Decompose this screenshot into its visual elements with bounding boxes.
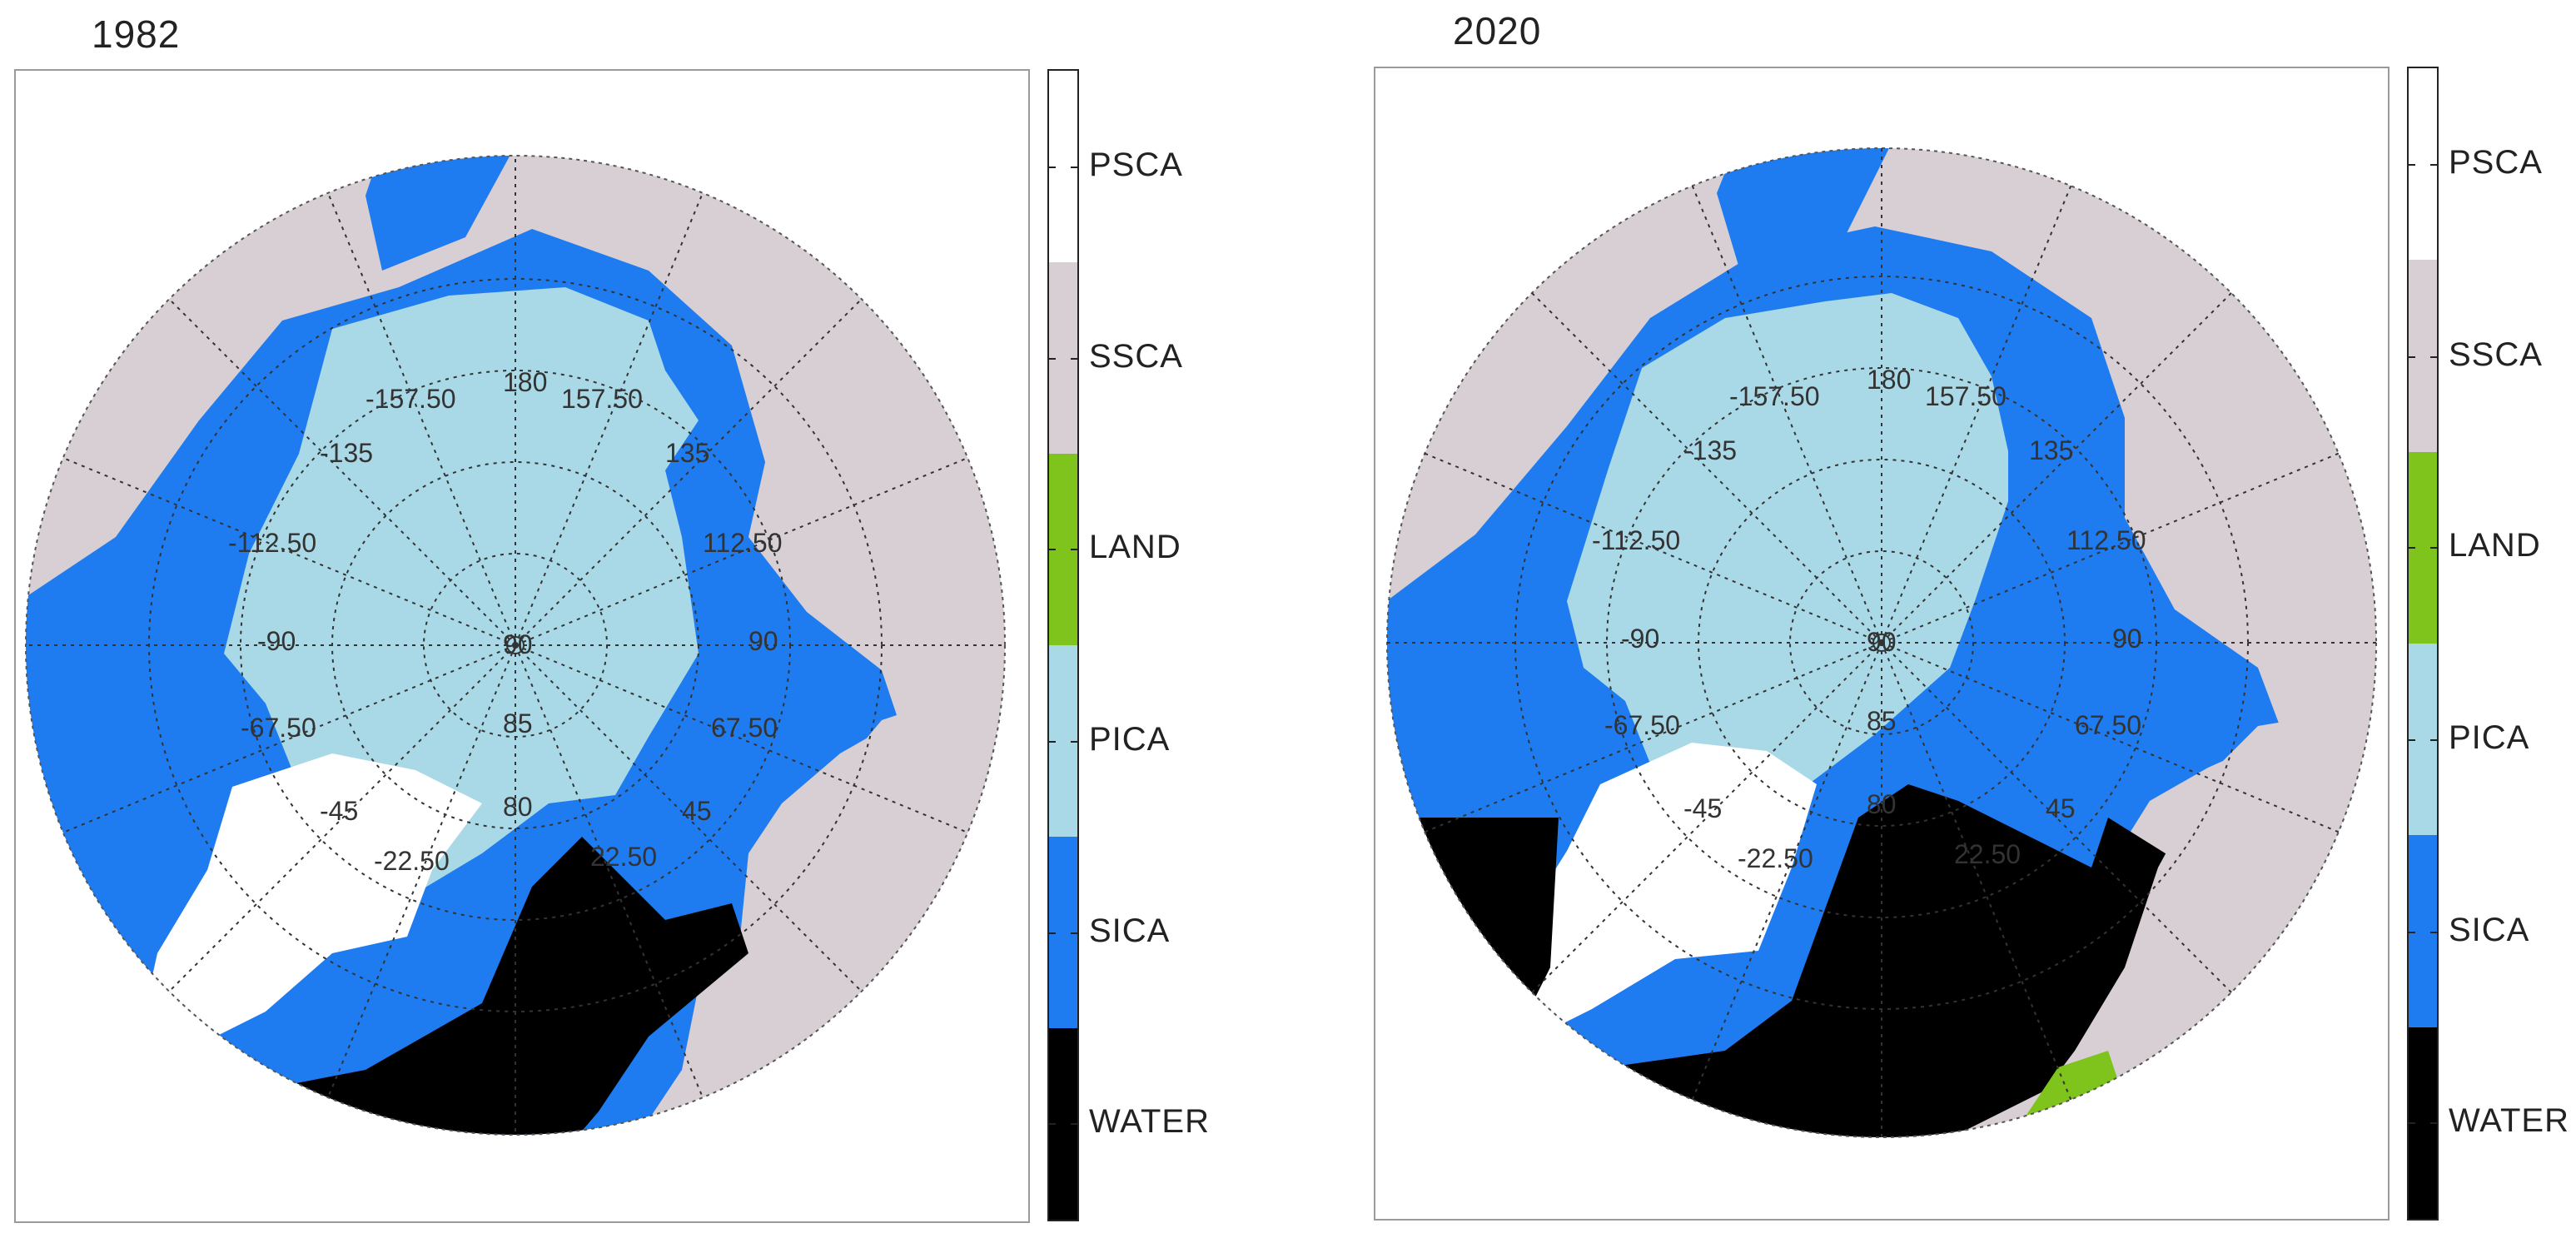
grid-label-neg-157-50: -157.50 [366,384,456,414]
cb-label-pica: PICA [1089,720,1171,758]
lat-label-90: 90 [503,629,533,659]
grid-label-22-50: 22.50 [590,842,657,872]
grid-label-135: 135 [2029,435,2073,465]
pole-marker [506,636,525,654]
grid-label-neg-112-50: -112.50 [1592,525,1680,555]
lat-label-85: 85 [503,709,533,738]
grid-label-neg-90: -90 [1621,624,1659,654]
meridian-line [515,298,863,646]
grid-label-180: 180 [1867,365,1911,395]
grid-label-112-50: 112.50 [703,528,783,558]
meridian-line [168,644,516,992]
cb-label-pica: PICA [2449,718,2530,756]
grid-label-67-50: 67.50 [2075,710,2141,740]
grid-label-90: 90 [2112,624,2142,654]
sica-north-strait [366,156,532,271]
pica-region [1567,293,2008,834]
panel-title-1982: 1982 [92,12,181,56]
water-north [1850,68,1942,100]
grid-label-157-50: 157.50 [561,384,643,414]
ssca-east-land [599,704,998,1135]
grid-label-neg-45: -45 [320,796,358,826]
grid-label-22-50: 22.50 [1954,839,2021,869]
map-2020: 180 157.50 -157.50 135 -135 112.50 -112.… [1374,67,2390,1221]
grid-label-67-50: 67.50 [711,713,778,743]
colorbar-2020: PSCA SSCA LAND PICA SICA WATER [2407,67,2569,1221]
cb-sica [2409,835,2437,1027]
meridian-line [62,457,516,646]
grid-label-157-50: 157.50 [1925,381,2007,411]
psca-greenland [1500,743,1817,1042]
land-patch-north [1592,148,1625,164]
cb-label-water: WATER [2449,1101,2569,1139]
grid-label-neg-45: -45 [1683,793,1722,823]
map-1982: 180 157.50 -157.50 135 -135 112.50 -112.… [14,69,1030,1223]
pole-marker [1872,634,1891,652]
meridian-line [327,192,516,646]
meridian-line [327,644,516,1098]
meridian-line [515,192,704,646]
grid-label-neg-135: -135 [320,438,373,468]
lat-label-90: 90 [1867,627,1897,657]
longitude-grid [26,156,1005,1135]
cb-ssca [2409,260,2437,452]
grid-label-neg-22-50: -22.50 [374,846,450,876]
pica-region [224,287,699,903]
meridian-line [515,644,863,992]
grid-labels-right: 180 157.50 -157.50 135 -135 112.50 -112.… [1592,365,2146,873]
cb-label-psca: PSCA [1089,146,1183,183]
grid-label-90: 90 [748,626,778,656]
meridian-line [168,298,516,646]
grid-label-neg-67-50: -67.50 [1604,710,1680,740]
sica-north-strait [1717,148,1908,276]
map-1982-canvas: 180 157.50 -157.50 135 -135 112.50 -112.… [25,71,1006,1136]
grid-label-neg-157-50: -157.50 [1729,381,1820,411]
panel-title-2020: 2020 [1453,9,1542,52]
cb-label-sica: SICA [2449,911,2530,948]
meridian-line [515,644,968,833]
cb-label-land: LAND [1089,529,1181,566]
cb-label-land: LAND [2449,526,2541,564]
lat-label-80: 80 [1867,789,1897,819]
meridian-line [515,457,968,646]
grid-label-45: 45 [2046,793,2076,823]
lat-label-80: 80 [503,792,533,822]
grid-label-45: 45 [682,796,712,826]
map-2020-canvas: 180 157.50 -157.50 135 -135 112.50 -112.… [1386,68,2377,1138]
grid-label-neg-22-50: -22.50 [1738,843,1813,873]
cb-label-water: WATER [1089,1103,1210,1141]
grid-label-neg-67-50: -67.50 [241,713,316,743]
grid-labels-left: 180 157.50 -157.50 135 -135 112.50 -112.… [228,367,783,876]
psca-greenland [141,753,482,1053]
meridian-line [62,644,516,833]
lat-label-85: 85 [1867,706,1897,736]
grid-label-neg-112-50: -112.50 [228,528,316,558]
cb-label-psca: PSCA [2449,143,2543,181]
water-north [490,71,565,100]
meridian-line [515,644,704,1098]
map-boundary [25,155,1006,1136]
grid-label-135: 135 [665,438,709,468]
grid-label-180: 180 [503,367,547,397]
grid-label-112-50: 112.50 [2066,525,2146,555]
cb-label-ssca: SSCA [2449,336,2543,373]
colorbar-1982: PSCA SSCA LAND PICA SICA WATER [1047,69,1209,1221]
cb-label-sica: SICA [1089,912,1171,949]
cb-label-ssca: SSCA [1089,338,1183,375]
grid-label-neg-90: -90 [257,626,296,656]
grid-label-neg-135: -135 [1683,435,1737,465]
